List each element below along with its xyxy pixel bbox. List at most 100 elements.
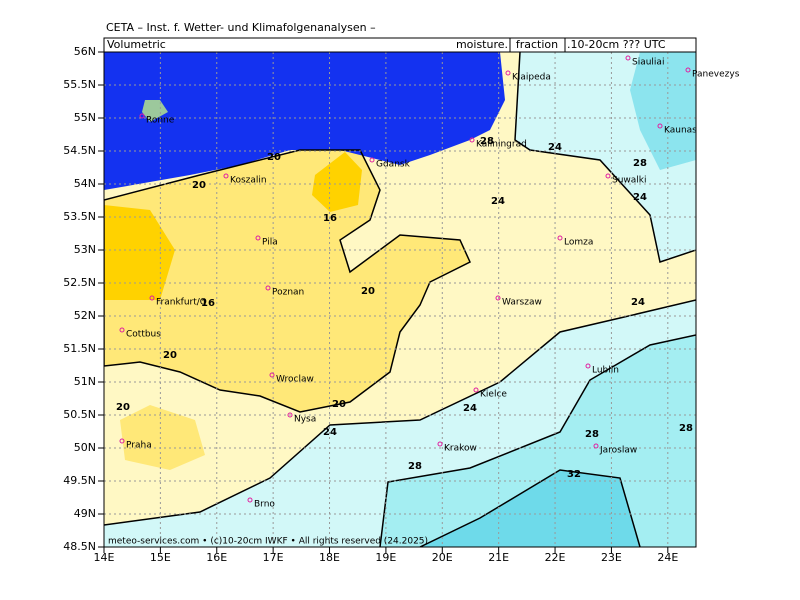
- city-label: Jaroslaw: [599, 446, 637, 456]
- contour-label: 32: [567, 469, 581, 480]
- city-marker: [265, 285, 271, 291]
- city-label: Kaliningrad: [476, 140, 527, 150]
- city-marker: [223, 173, 229, 179]
- city-label: Brno: [254, 500, 275, 510]
- lat-label: 52.5N: [63, 276, 96, 289]
- contour-label: 24: [491, 196, 505, 207]
- city-marker: [505, 70, 511, 76]
- city-label: Wroclaw: [276, 375, 314, 385]
- city-label: Poznan: [272, 288, 304, 298]
- header-right-suffix: .10-20cm ??? UTC: [567, 38, 666, 51]
- city-label: Praha: [126, 441, 152, 451]
- city-label: Warszaw: [502, 298, 542, 308]
- lon-label: 21E: [488, 551, 509, 564]
- city-label: Nysa: [294, 415, 316, 425]
- sea: [104, 52, 505, 190]
- lat-label: 52N: [74, 309, 96, 322]
- lat-label: 51.5N: [63, 342, 96, 355]
- contour-label: 24: [631, 297, 645, 308]
- city-label: Cottbus: [126, 330, 161, 340]
- city-marker: [469, 137, 475, 143]
- header-title: CETA – Inst. f. Wetter- und Klimafolgena…: [106, 21, 376, 34]
- lat-label: 54N: [74, 177, 96, 190]
- contour: [104, 149, 471, 413]
- contour-label: 24: [323, 427, 337, 438]
- lat-label: 49N: [74, 507, 96, 520]
- contour-label: 16: [201, 298, 215, 309]
- city-label: Kaunas: [664, 126, 697, 136]
- plot-frame: [103, 51, 697, 548]
- city-marker: [149, 295, 155, 301]
- city-marker: [119, 327, 125, 333]
- city-label: Frankfurt/O: [156, 298, 207, 308]
- lat-label: 54.5N: [63, 144, 96, 157]
- city-marker: [139, 113, 145, 119]
- city-label: Krakow: [444, 444, 477, 454]
- lon-label: 17E: [263, 551, 284, 564]
- city-marker: [557, 235, 563, 241]
- contour: [104, 299, 696, 526]
- lon-label: 15E: [150, 551, 171, 564]
- header-right-prefix: moisture.: [456, 38, 508, 51]
- city-marker: [369, 157, 375, 163]
- lat-label: 53.5N: [63, 210, 96, 223]
- contour-label: 24: [463, 403, 477, 414]
- lon-label: 20E: [432, 551, 453, 564]
- city-label: Kielce: [480, 390, 507, 400]
- lon-label: 19E: [375, 551, 396, 564]
- lon-label: 22E: [545, 551, 566, 564]
- island: [142, 100, 168, 122]
- lat-label: 55.5N: [63, 78, 96, 91]
- city-label: Panevezys: [692, 70, 740, 80]
- contour-label: 24: [633, 192, 647, 203]
- lon-label: 16E: [206, 551, 227, 564]
- contour: [419, 469, 641, 547]
- lon-label: 14E: [94, 551, 115, 564]
- contour-label: 20: [332, 399, 346, 410]
- lat-label: 48.5N: [63, 540, 96, 553]
- city-marker: [657, 123, 663, 129]
- city-label: Gdansk: [376, 160, 411, 170]
- header-right-box: fraction: [516, 38, 558, 51]
- contour-label: 28: [408, 461, 422, 472]
- city-marker: [437, 441, 443, 447]
- city-marker: [593, 443, 599, 449]
- contour-label: 20: [361, 286, 375, 297]
- lat-label: 50.5N: [63, 408, 96, 421]
- city-marker: [585, 363, 591, 369]
- city-label: Suwalki: [612, 176, 647, 186]
- city-label: Pila: [262, 238, 278, 248]
- city-marker: [247, 497, 253, 503]
- contour-label: 28: [679, 423, 693, 434]
- contour-label: 20: [116, 402, 130, 413]
- city-marker: [255, 235, 261, 241]
- city-label: Lublin: [592, 366, 619, 376]
- lon-label: 24E: [657, 551, 678, 564]
- contour-label: 20: [192, 180, 206, 191]
- lat-label: 55N: [74, 111, 96, 124]
- cyan-ne: [630, 52, 696, 170]
- city-label: Ronne: [146, 116, 175, 126]
- contour-label: 20: [267, 152, 281, 163]
- city-marker: [119, 438, 125, 444]
- city-marker: [605, 173, 611, 179]
- city-label: Lomza: [564, 238, 593, 248]
- city-label: Klaipeda: [512, 73, 551, 83]
- city-marker: [685, 67, 691, 73]
- city-marker: [473, 387, 479, 393]
- lon-label: 23E: [601, 551, 622, 564]
- contour-label: 28: [633, 158, 647, 169]
- yellow-sw: [120, 405, 205, 470]
- header-left: Volumetric: [107, 38, 166, 51]
- city-label: Siauliai: [632, 58, 664, 68]
- city-marker: [625, 55, 631, 61]
- lat-label: 53N: [74, 243, 96, 256]
- footer: meteo-services.com • (c)10-20cm IWKF • A…: [108, 537, 428, 547]
- lat-label: 51N: [74, 375, 96, 388]
- yellow-mid: [104, 150, 470, 412]
- cyan-dark: [420, 470, 640, 547]
- map-area: [104, 52, 696, 547]
- contour-label: 24: [548, 142, 562, 153]
- yellow-dark: [104, 205, 175, 300]
- contour-label: 28: [480, 136, 494, 147]
